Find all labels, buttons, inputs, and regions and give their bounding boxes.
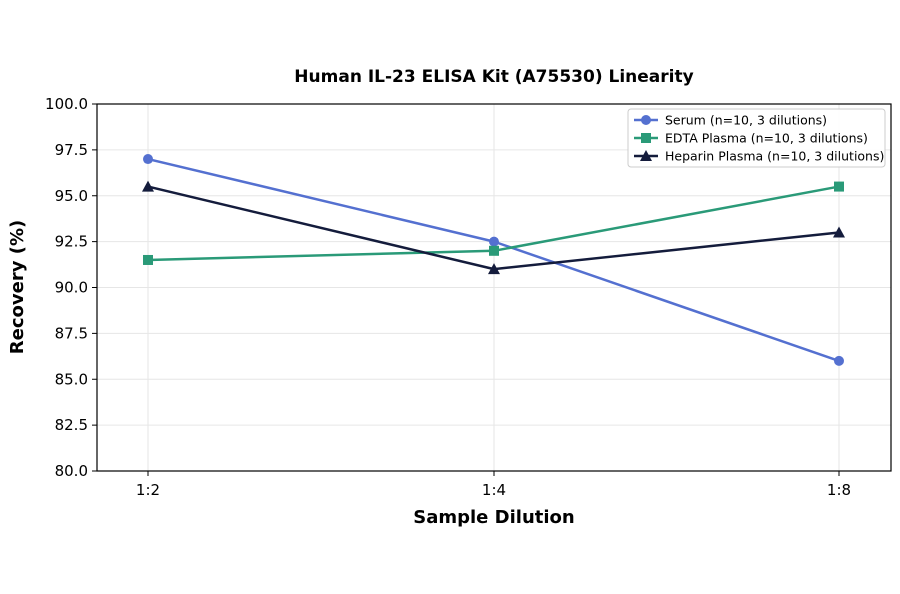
data-point — [488, 263, 500, 275]
data-point — [143, 254, 153, 265]
data-point — [143, 154, 153, 165]
series-layer — [142, 154, 845, 366]
x-tick-label: 1:8 — [827, 481, 851, 499]
data-point — [834, 181, 844, 192]
y-tick-label: 92.5 — [55, 233, 88, 251]
chart-title: Human IL-23 ELISA Kit (A75530) Linearity — [294, 67, 693, 87]
y-tick-label: 95.0 — [55, 187, 88, 205]
y-tick-label: 100.0 — [45, 95, 88, 113]
x-tick-label: 1:4 — [482, 481, 506, 499]
data-point — [833, 226, 845, 238]
data-point — [489, 245, 499, 256]
legend-label: EDTA Plasma (n=10, 3 dilutions) — [665, 131, 868, 146]
legend-label: Heparin Plasma (n=10, 3 dilutions) — [665, 149, 884, 164]
data-point — [142, 180, 154, 192]
y-tick-label: 97.5 — [55, 141, 88, 159]
y-tick-label: 82.5 — [55, 416, 88, 434]
legend-marker — [641, 115, 651, 125]
x-tick-label: 1:2 — [136, 481, 160, 499]
legend-label: Serum (n=10, 3 dilutions) — [665, 113, 827, 128]
y-tick-label: 85.0 — [55, 370, 88, 388]
y-axis: 80.0 82.5 85.0 87.5 90.0 92.5 95.0 97.5 100.0 — [45, 95, 97, 480]
data-point — [834, 355, 844, 366]
legend: Serum (n=10, 3 dilutions) EDTA Plasma (n=… — [627, 108, 886, 168]
legend-marker — [641, 133, 651, 143]
data-point — [489, 236, 499, 247]
y-tick-label: 80.0 — [55, 462, 88, 480]
y-axis-label: Recovery (%) — [7, 220, 28, 354]
x-axis: 1:2 1:4 1:8 — [136, 471, 851, 499]
y-tick-label: 90.0 — [55, 279, 88, 297]
y-tick-label: 87.5 — [55, 324, 88, 342]
x-axis-label: Sample Dilution — [413, 507, 574, 528]
legend-marker — [640, 150, 652, 161]
legend-box — [627, 108, 886, 168]
